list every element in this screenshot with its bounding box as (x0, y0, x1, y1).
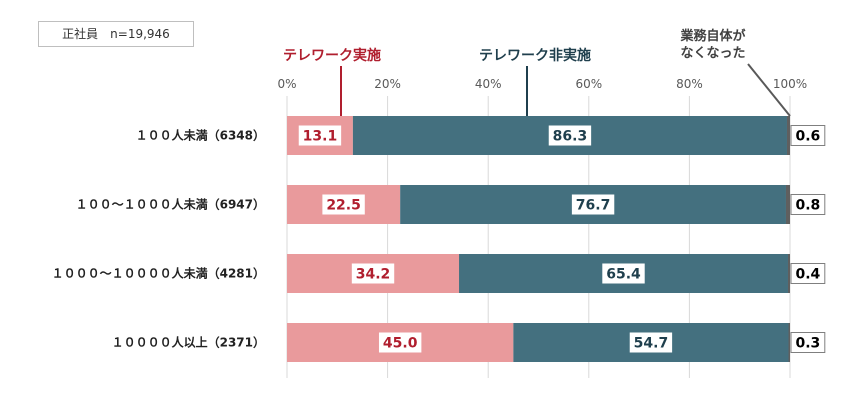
data-label: 0.6 (795, 129, 820, 145)
category-label: １００人未満（6348） (136, 128, 265, 143)
legend-label-no-telework: テレワーク非実施 (479, 47, 591, 64)
x-tick-label: 80% (676, 77, 703, 91)
bar-segment (785, 185, 790, 224)
data-label-box (548, 125, 592, 146)
x-tick-label: 20% (374, 77, 401, 91)
data-label-box (351, 263, 395, 284)
data-label: 13.1 (303, 129, 338, 145)
legend-label-work-gone-line1: 業務自体が (679, 28, 745, 44)
data-label: 65.4 (606, 267, 641, 283)
x-tick-label: 40% (475, 77, 502, 91)
data-label: 0.8 (795, 198, 820, 214)
x-tick-label: 60% (575, 77, 602, 91)
data-label: 86.3 (553, 129, 588, 145)
data-label-box (790, 125, 826, 146)
bar-segment (786, 116, 790, 155)
bar-segment (788, 323, 790, 362)
data-label: 45.0 (383, 336, 418, 352)
bar-segment (787, 254, 790, 293)
data-label: 22.5 (326, 198, 361, 214)
data-label-box (790, 332, 826, 353)
x-tick-label: 100% (773, 77, 807, 91)
data-label-box (629, 332, 673, 353)
x-tick-label: 0% (277, 77, 296, 91)
data-label: 34.2 (356, 267, 391, 283)
data-label-box (322, 194, 365, 215)
legend-label-work-gone-line2: なくなった (680, 46, 745, 61)
sample-note: 正社員 n=19,946 (38, 21, 194, 47)
data-label: 0.3 (795, 336, 820, 352)
legend-label-telework: テレワーク実施 (283, 47, 381, 64)
data-label-box (378, 332, 422, 353)
category-label: １００～１０００人未満（6947） (76, 197, 265, 212)
data-label-box (298, 125, 342, 146)
category-label: １０００～１００００人未満（4281） (52, 266, 265, 281)
data-label-box (790, 194, 826, 215)
legend-leader-line (747, 63, 791, 117)
data-label: 54.7 (634, 336, 669, 352)
category-label: １００００人以上（2371） (112, 335, 265, 350)
data-label: 0.4 (795, 267, 820, 283)
data-label-box (602, 263, 645, 284)
data-label-box (790, 263, 826, 284)
data-label: 76.7 (576, 198, 611, 214)
data-label-box (571, 194, 615, 215)
